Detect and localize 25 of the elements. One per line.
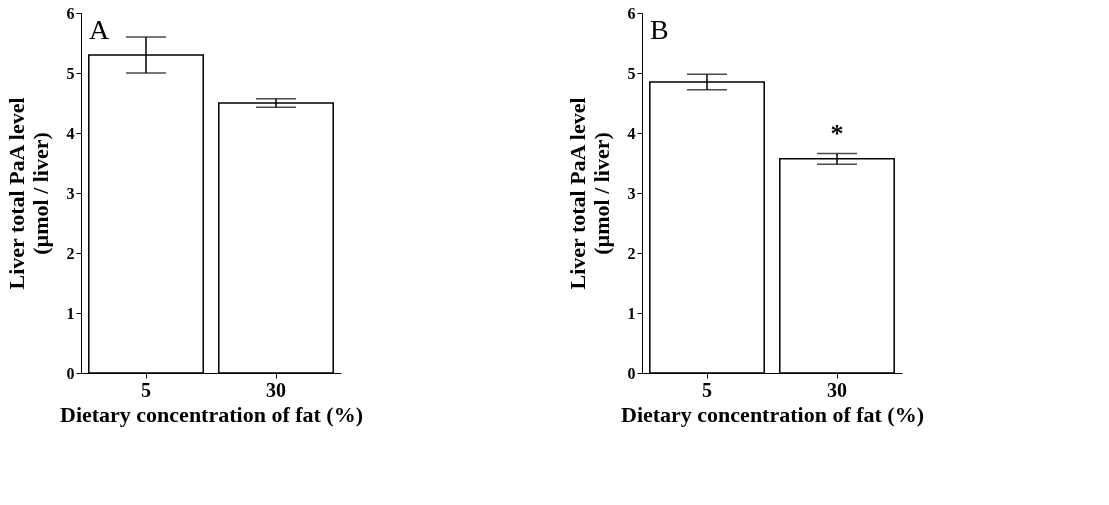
annotation: A bbox=[89, 14, 110, 45]
x-axis-title: Dietary concentration of fat (%) bbox=[620, 401, 925, 427]
y-tick-label: 5 bbox=[66, 64, 75, 82]
y-tick-label: 2 bbox=[66, 244, 75, 262]
x-axis-title: Dietary concentration of fat (%) bbox=[59, 401, 364, 427]
y-tick-label: 5 bbox=[627, 64, 636, 82]
x-tick-label: 5 bbox=[141, 378, 151, 401]
y-tick-label: 4 bbox=[627, 124, 636, 142]
annotation: B bbox=[650, 14, 669, 45]
y-tick-label: 0 bbox=[66, 364, 75, 382]
y-tick-label: 4 bbox=[66, 124, 75, 142]
x-tick-label: 5 bbox=[702, 378, 712, 401]
y-tick-label: 1 bbox=[627, 304, 636, 322]
y-tick-label: 1 bbox=[66, 304, 75, 322]
y-tick-label: 6 bbox=[66, 4, 75, 22]
y-tick-label: 6 bbox=[627, 4, 636, 22]
y-axis-title: Liver total PaA level (µmol / liver) bbox=[3, 97, 53, 290]
annotation: * bbox=[830, 119, 844, 149]
y-tick-label: 2 bbox=[627, 244, 636, 262]
x-tick-label: 30 bbox=[266, 378, 286, 401]
y-axis-title: Liver total PaA level (µmol / liver) bbox=[564, 97, 614, 290]
y-tick-label: 3 bbox=[66, 184, 75, 202]
y-tick-label: 0 bbox=[627, 364, 636, 382]
y-tick-label: 3 bbox=[627, 184, 636, 202]
x-tick-label: 30 bbox=[827, 378, 847, 401]
